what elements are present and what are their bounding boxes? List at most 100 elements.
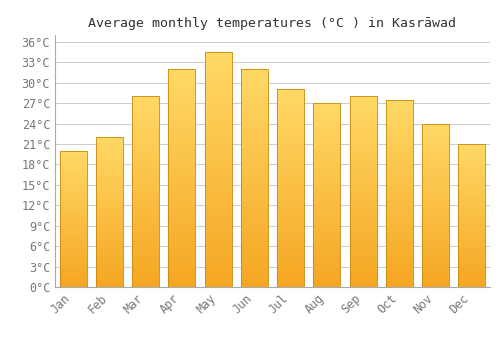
- Bar: [96, 139, 123, 140]
- Bar: [168, 74, 196, 76]
- Bar: [314, 180, 340, 182]
- Bar: [168, 69, 196, 71]
- Bar: [314, 173, 340, 175]
- Bar: [241, 257, 268, 259]
- Bar: [204, 226, 232, 228]
- Bar: [314, 103, 340, 105]
- Bar: [422, 267, 449, 269]
- Bar: [277, 157, 304, 159]
- Bar: [204, 52, 232, 287]
- Bar: [314, 210, 340, 212]
- Bar: [132, 215, 159, 216]
- Bar: [350, 150, 376, 152]
- Bar: [60, 276, 86, 278]
- Bar: [314, 261, 340, 263]
- Bar: [422, 233, 449, 235]
- Bar: [458, 191, 485, 193]
- Bar: [168, 104, 196, 106]
- Bar: [458, 204, 485, 205]
- Bar: [60, 181, 86, 182]
- Bar: [386, 188, 413, 190]
- Bar: [96, 281, 123, 282]
- Bar: [422, 135, 449, 136]
- Bar: [60, 241, 86, 242]
- Bar: [386, 216, 413, 218]
- Bar: [350, 165, 376, 167]
- Bar: [60, 224, 86, 226]
- Bar: [277, 117, 304, 119]
- Bar: [168, 147, 196, 150]
- Bar: [60, 283, 86, 284]
- Bar: [350, 218, 376, 220]
- Bar: [277, 141, 304, 143]
- Bar: [96, 188, 123, 190]
- Bar: [350, 266, 376, 268]
- Bar: [132, 142, 159, 144]
- Bar: [96, 179, 123, 181]
- Bar: [132, 125, 159, 127]
- Bar: [422, 125, 449, 127]
- Bar: [241, 147, 268, 150]
- Bar: [386, 222, 413, 223]
- Bar: [277, 230, 304, 232]
- Bar: [422, 153, 449, 155]
- Bar: [458, 157, 485, 158]
- Bar: [132, 245, 159, 247]
- Bar: [60, 257, 86, 258]
- Bar: [60, 208, 86, 209]
- Bar: [314, 123, 340, 125]
- Bar: [96, 284, 123, 286]
- Bar: [314, 223, 340, 224]
- Bar: [132, 241, 159, 243]
- Bar: [422, 171, 449, 173]
- Bar: [458, 230, 485, 231]
- Bar: [458, 180, 485, 181]
- Bar: [241, 174, 268, 176]
- Bar: [386, 160, 413, 161]
- Bar: [386, 102, 413, 104]
- Bar: [168, 167, 196, 169]
- Bar: [386, 259, 413, 261]
- Bar: [204, 186, 232, 188]
- Bar: [60, 204, 86, 205]
- Bar: [422, 279, 449, 280]
- Bar: [241, 278, 268, 280]
- Bar: [204, 120, 232, 122]
- Bar: [386, 246, 413, 248]
- Bar: [132, 182, 159, 184]
- Bar: [168, 232, 196, 235]
- Bar: [241, 156, 268, 159]
- Bar: [386, 214, 413, 216]
- Bar: [168, 239, 196, 241]
- Bar: [314, 177, 340, 178]
- Bar: [132, 226, 159, 228]
- Bar: [386, 133, 413, 135]
- Bar: [96, 244, 123, 245]
- Bar: [422, 251, 449, 253]
- Bar: [60, 235, 86, 237]
- Bar: [386, 135, 413, 137]
- Bar: [277, 271, 304, 273]
- Bar: [386, 265, 413, 266]
- Bar: [386, 212, 413, 214]
- Bar: [422, 274, 449, 275]
- Bar: [132, 169, 159, 171]
- Bar: [132, 110, 159, 112]
- Bar: [96, 146, 123, 148]
- Bar: [241, 232, 268, 235]
- Bar: [350, 203, 376, 205]
- Bar: [277, 279, 304, 281]
- Bar: [314, 167, 340, 169]
- Bar: [60, 258, 86, 260]
- Bar: [168, 204, 196, 206]
- Bar: [241, 119, 268, 121]
- Bar: [60, 239, 86, 241]
- Bar: [422, 174, 449, 176]
- Bar: [132, 192, 159, 194]
- Bar: [168, 224, 196, 226]
- Bar: [458, 161, 485, 162]
- Bar: [132, 98, 159, 100]
- Bar: [314, 201, 340, 202]
- Bar: [168, 226, 196, 228]
- Bar: [458, 225, 485, 227]
